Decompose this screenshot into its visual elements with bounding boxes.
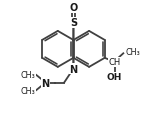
Text: N: N <box>69 64 78 74</box>
Text: CH₃: CH₃ <box>21 86 36 95</box>
Text: OH: OH <box>107 73 122 82</box>
Text: CH₃: CH₃ <box>21 70 36 79</box>
Text: S: S <box>70 18 77 28</box>
Text: CH: CH <box>108 58 121 67</box>
Text: N: N <box>42 78 50 88</box>
Text: CH₃: CH₃ <box>126 47 140 56</box>
Text: O: O <box>69 3 78 13</box>
